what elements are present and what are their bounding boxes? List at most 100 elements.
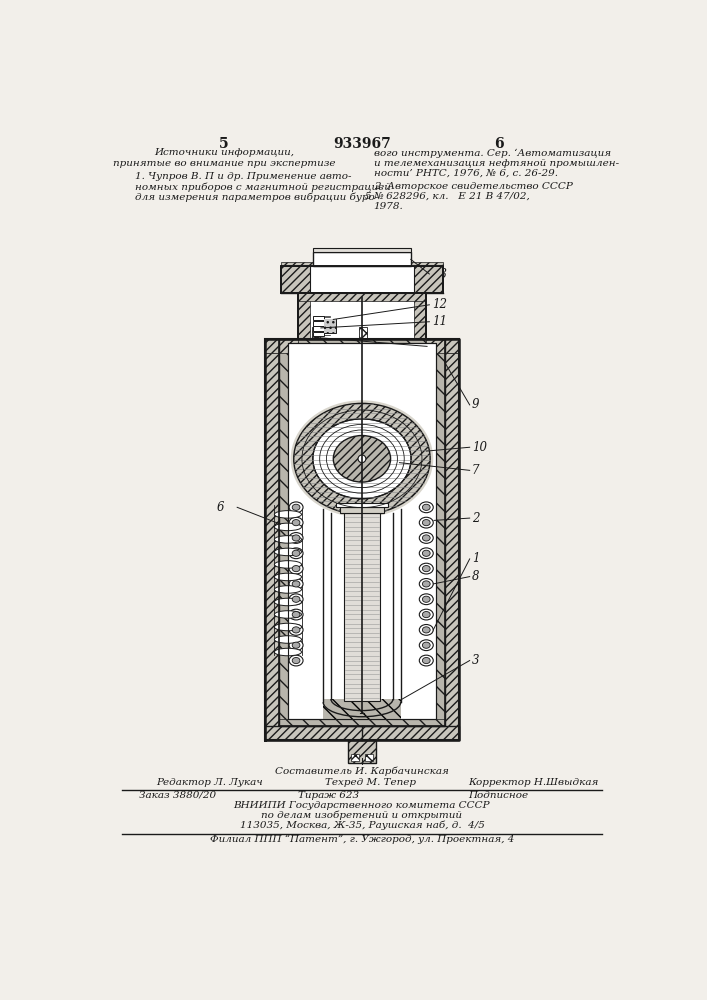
Bar	[298, 293, 426, 339]
Text: 4: 4	[352, 754, 359, 767]
Bar	[313, 326, 324, 331]
Ellipse shape	[292, 581, 300, 587]
Text: 1: 1	[472, 552, 479, 565]
Ellipse shape	[291, 400, 433, 517]
Ellipse shape	[292, 535, 300, 541]
Ellipse shape	[292, 611, 300, 618]
Text: 11: 11	[432, 315, 447, 328]
Ellipse shape	[289, 655, 303, 666]
Ellipse shape	[289, 594, 303, 605]
Ellipse shape	[419, 517, 433, 528]
Bar	[279, 339, 288, 726]
Ellipse shape	[419, 625, 433, 635]
Text: номных приборов с магнитной регистрацией: номных приборов с магнитной регистрацией	[135, 182, 391, 192]
Text: Источники информации,: Источники информации,	[154, 148, 294, 157]
Text: Редактор Л. Лукач: Редактор Л. Лукач	[156, 778, 263, 787]
Bar	[298, 293, 426, 301]
Ellipse shape	[419, 594, 433, 605]
Ellipse shape	[422, 627, 430, 633]
Text: 9: 9	[472, 398, 479, 411]
Text: 1. Чупров В. П и др. Применение авто-: 1. Чупров В. П и др. Применение авто-	[135, 172, 351, 181]
Text: 13: 13	[432, 267, 447, 280]
Text: 12: 12	[432, 298, 447, 311]
Text: 2: 2	[472, 512, 479, 525]
Ellipse shape	[274, 536, 301, 543]
Ellipse shape	[419, 563, 433, 574]
Text: по делам изобретений и открытий: по делам изобретений и открытий	[262, 810, 462, 820]
Bar	[337, 503, 387, 507]
Bar	[436, 339, 445, 726]
Ellipse shape	[289, 640, 303, 651]
Ellipse shape	[274, 511, 301, 518]
Bar	[310, 266, 414, 293]
Bar	[288, 343, 436, 719]
Text: 6: 6	[216, 501, 224, 514]
Text: 113035, Москва, Ж-35, Раушская наб, д.  4/5: 113035, Москва, Ж-35, Раушская наб, д. 4…	[240, 820, 484, 830]
Text: 933967: 933967	[333, 137, 391, 151]
Bar	[313, 321, 324, 326]
Bar	[281, 262, 443, 266]
Text: Составитель И. Карбачинская: Составитель И. Карбачинская	[275, 767, 449, 776]
Ellipse shape	[422, 642, 430, 648]
Ellipse shape	[419, 655, 433, 666]
Ellipse shape	[289, 502, 303, 513]
Text: Подписное: Подписное	[468, 791, 528, 800]
Bar	[265, 339, 459, 740]
Bar	[265, 339, 279, 740]
Text: Техред М. Тепер: Техред М. Тепер	[325, 778, 416, 787]
Text: 5: 5	[429, 340, 437, 353]
Bar	[265, 726, 459, 740]
Text: 5: 5	[219, 137, 229, 151]
Text: принятые во внимание при экспертизе: принятые во внимание при экспертизе	[112, 158, 335, 167]
Text: Заказ 3880/20: Заказ 3880/20	[139, 791, 216, 800]
Ellipse shape	[419, 609, 433, 620]
Bar	[265, 339, 459, 353]
Bar	[279, 339, 445, 343]
Bar	[365, 754, 373, 761]
Ellipse shape	[274, 573, 301, 581]
Ellipse shape	[419, 579, 433, 589]
Bar	[265, 339, 298, 353]
Ellipse shape	[422, 657, 430, 664]
Ellipse shape	[289, 533, 303, 543]
Bar	[323, 699, 401, 719]
Ellipse shape	[274, 648, 301, 656]
Text: ности’ РНТС, 1976, № 6, с. 26-29.: ности’ РНТС, 1976, № 6, с. 26-29.	[373, 169, 558, 178]
Bar	[359, 327, 367, 338]
Text: 10: 10	[472, 441, 487, 454]
Bar	[348, 740, 376, 763]
Text: 2. Авторское свидетельство СССР: 2. Авторское свидетельство СССР	[373, 182, 573, 191]
Bar	[344, 513, 380, 701]
Ellipse shape	[422, 566, 430, 572]
Bar	[265, 726, 459, 740]
Ellipse shape	[333, 436, 390, 482]
Ellipse shape	[292, 520, 300, 526]
Bar	[313, 252, 411, 266]
Text: 3: 3	[472, 654, 479, 667]
Text: 6: 6	[494, 137, 504, 151]
Text: 1978.: 1978.	[373, 202, 403, 211]
Bar	[426, 339, 459, 353]
Bar	[298, 293, 310, 339]
Ellipse shape	[292, 596, 300, 602]
Bar	[279, 339, 445, 726]
Ellipse shape	[422, 581, 430, 587]
Ellipse shape	[274, 561, 301, 568]
Bar	[313, 248, 411, 252]
Bar	[313, 316, 324, 320]
Ellipse shape	[274, 623, 301, 631]
Ellipse shape	[419, 548, 433, 559]
Ellipse shape	[419, 533, 433, 543]
Text: № 628296, кл.   Е 21 В 47/02,: № 628296, кл. Е 21 В 47/02,	[373, 192, 530, 201]
Bar	[324, 319, 337, 333]
Text: Филиал ППП “Патент”, г. Ужгород, ул. Проектная, 4: Филиал ППП “Патент”, г. Ужгород, ул. Про…	[210, 834, 514, 844]
Text: Корректор Н.Швыдкая: Корректор Н.Швыдкая	[468, 778, 599, 787]
Text: и телемеханизация нефтяной промышлен-: и телемеханизация нефтяной промышлен-	[373, 158, 619, 167]
Bar	[324, 319, 337, 333]
Ellipse shape	[292, 566, 300, 572]
Ellipse shape	[292, 627, 300, 633]
Text: 5: 5	[365, 192, 372, 201]
Ellipse shape	[422, 550, 430, 556]
Text: 8: 8	[472, 570, 479, 583]
Ellipse shape	[292, 657, 300, 664]
